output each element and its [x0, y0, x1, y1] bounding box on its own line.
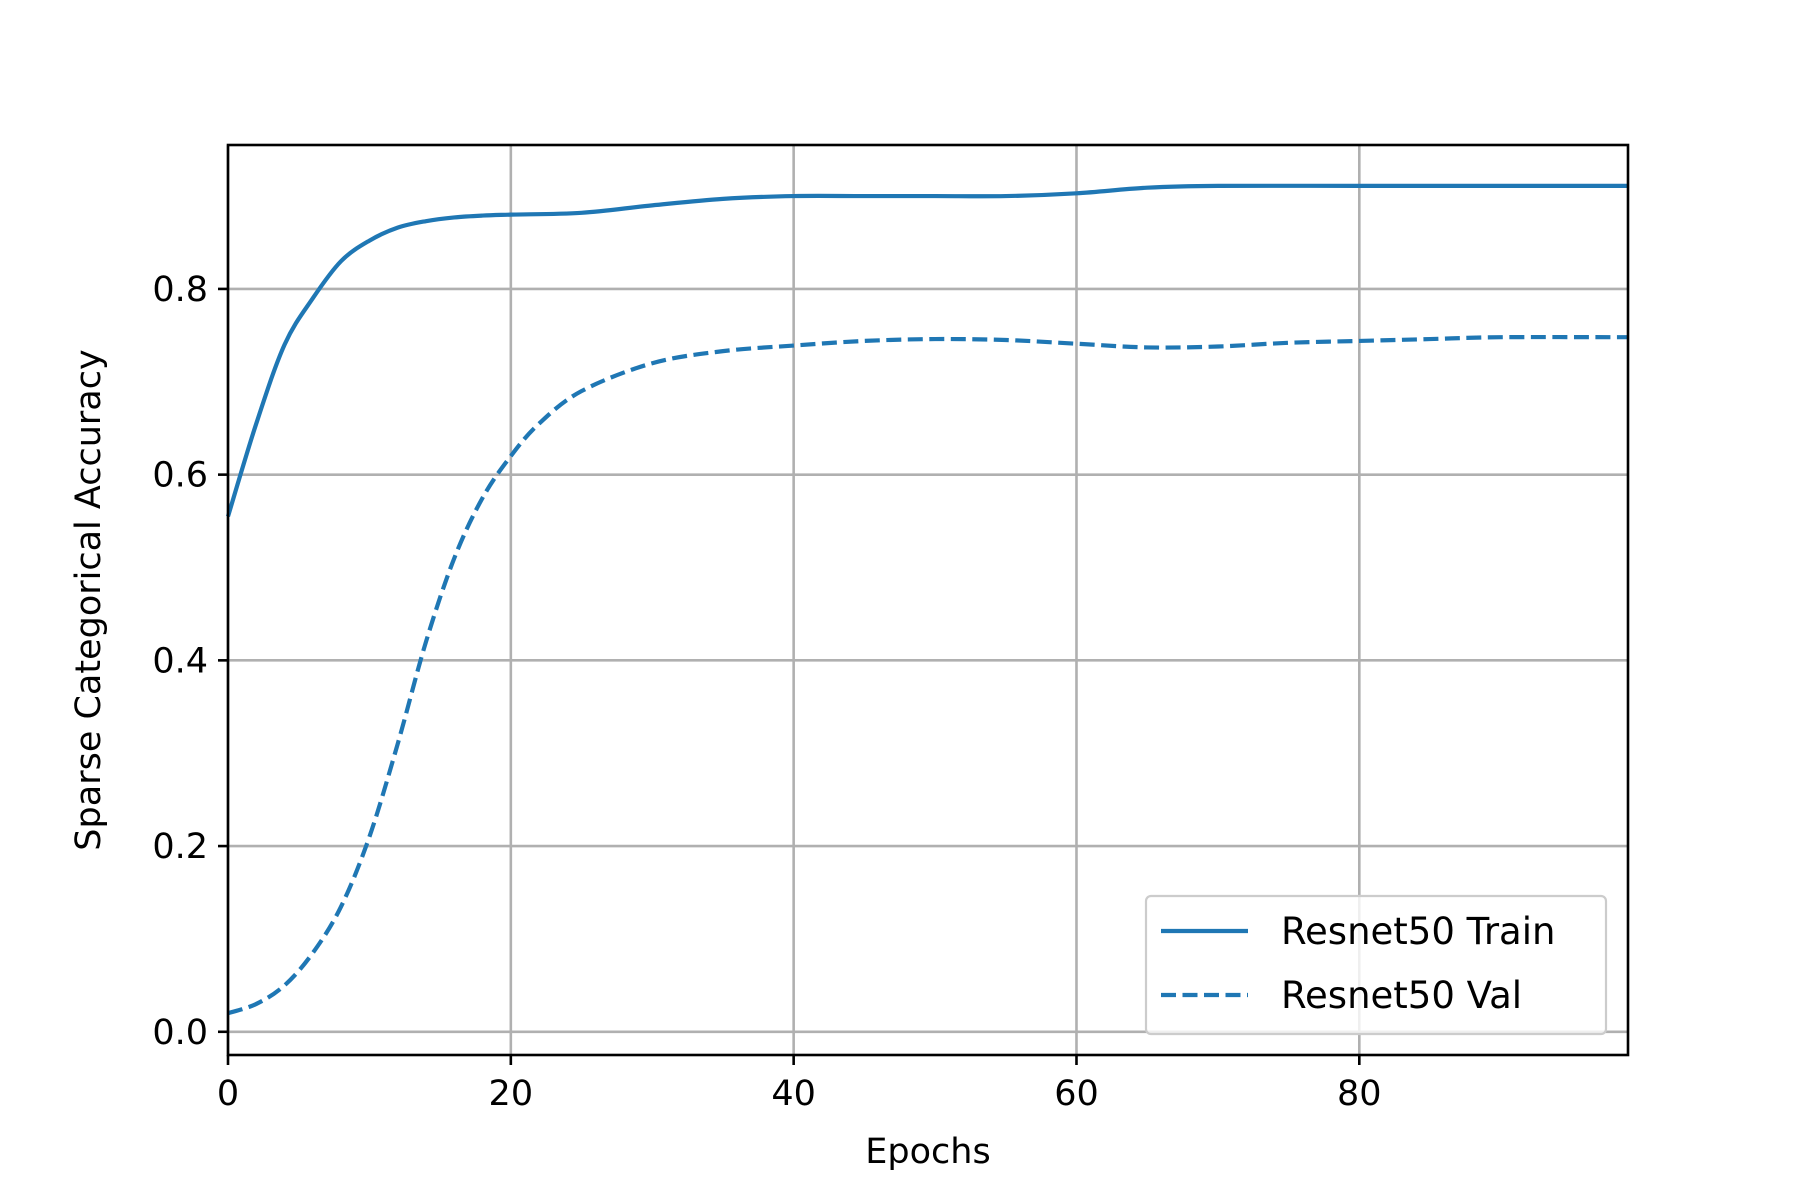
- ticks: 0 20 40 60 80 0.0 0.2 0.4 0.6 0.8: [152, 270, 1381, 1114]
- x-tick-label: 40: [771, 1074, 816, 1114]
- x-tick-label: 0: [217, 1074, 239, 1114]
- legend-box: [1144, 894, 1608, 1036]
- legend-label: Resnet50 Val: [1281, 974, 1522, 1017]
- x-tick-label: 20: [489, 1074, 534, 1114]
- series-line-val: [227, 334, 1629, 1016]
- series-line-train: [225, 183, 1628, 518]
- plot-frame: [226, 143, 1630, 1057]
- legend: Resnet50 Train Resnet50 Val: [1144, 894, 1608, 1036]
- x-tick-label: 80: [1337, 1074, 1382, 1114]
- y-tick-label: 0.0: [152, 1013, 208, 1053]
- y-tick-label: 0.8: [152, 270, 208, 310]
- grid: [226, 145, 1628, 1055]
- legend-label: Resnet50 Train: [1281, 910, 1555, 953]
- y-tick-label: 0.4: [152, 641, 208, 681]
- x-axis-label: Epochs: [865, 1132, 990, 1172]
- y-axis-label: Sparse Categorical Accuracy: [69, 349, 109, 850]
- series-layer: [225, 183, 1629, 1016]
- y-tick-label: 0.6: [152, 456, 208, 496]
- x-tick-label: 60: [1054, 1074, 1099, 1114]
- y-tick-label: 0.2: [152, 827, 208, 867]
